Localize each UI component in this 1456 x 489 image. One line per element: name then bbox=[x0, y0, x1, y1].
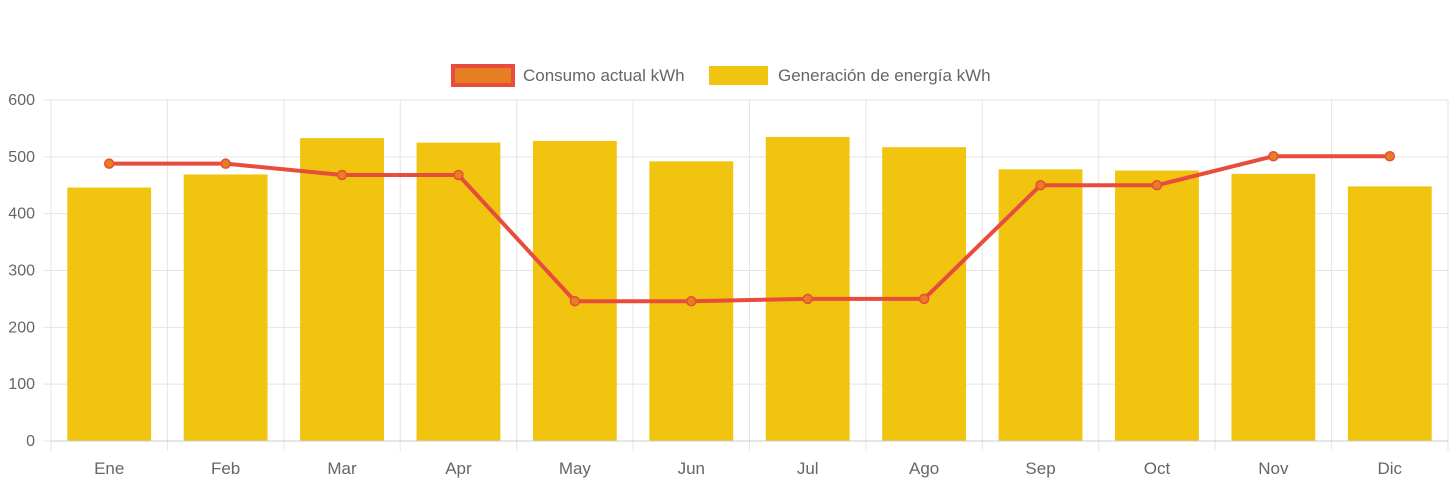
x-tick-label: Nov bbox=[1258, 459, 1289, 478]
bar-generacion[interactable] bbox=[532, 140, 617, 442]
legend-label-generacion[interactable]: Generación de energía kWh bbox=[778, 66, 991, 85]
bar-generacion[interactable] bbox=[1231, 173, 1316, 441]
y-tick-label: 200 bbox=[8, 319, 35, 336]
bar-generacion[interactable] bbox=[765, 136, 850, 442]
y-tick-label: 400 bbox=[8, 206, 35, 223]
y-tick-label: 500 bbox=[8, 149, 35, 166]
legend: Consumo actual kWh Generación de energía … bbox=[451, 64, 991, 87]
point-consumo[interactable] bbox=[918, 293, 930, 305]
point-consumo[interactable] bbox=[1268, 151, 1279, 162]
y-tick-label: 600 bbox=[8, 92, 35, 109]
point-consumo[interactable] bbox=[1384, 151, 1396, 162]
y-tick-label: 100 bbox=[8, 376, 35, 393]
y-tick-label: 300 bbox=[8, 263, 35, 280]
x-tick-label: May bbox=[559, 459, 592, 478]
x-tick-label: Dic bbox=[1378, 459, 1403, 478]
point-consumo[interactable] bbox=[453, 169, 464, 181]
grid bbox=[43, 99, 1449, 451]
point-consumo[interactable] bbox=[1151, 180, 1163, 191]
x-tick-label: Apr bbox=[445, 459, 472, 478]
bar-generacion[interactable] bbox=[67, 187, 152, 441]
point-consumo[interactable] bbox=[802, 293, 813, 305]
axes: 0 100 200 300 400 500 600 Ene Feb Mar Apr May Jun Jul… bbox=[8, 92, 1448, 478]
x-tick-label: Jun bbox=[678, 459, 705, 478]
point-consumo[interactable] bbox=[103, 158, 115, 169]
y-tick-label: 0 bbox=[26, 433, 35, 450]
x-tick-label: Mar bbox=[327, 459, 357, 478]
point-consumo[interactable] bbox=[1035, 180, 1046, 191]
legend-label-consumo[interactable]: Consumo actual kWh bbox=[523, 66, 685, 85]
point-consumo[interactable] bbox=[336, 169, 348, 181]
line-series bbox=[103, 151, 1396, 307]
line-consumo bbox=[109, 154, 1390, 304]
x-tick-label: Sep bbox=[1025, 459, 1055, 478]
bar-generacion[interactable] bbox=[1347, 186, 1432, 441]
bar-generacion[interactable] bbox=[998, 169, 1083, 441]
legend-swatch-consumo[interactable] bbox=[451, 64, 515, 87]
bar-generacion[interactable] bbox=[416, 142, 501, 441]
x-tick-label: Ago bbox=[909, 459, 939, 478]
bar-series bbox=[67, 136, 1432, 442]
bar-generacion[interactable] bbox=[300, 138, 384, 441]
bar-generacion[interactable] bbox=[1115, 170, 1199, 441]
point-consumo[interactable] bbox=[220, 158, 231, 169]
point-consumo[interactable] bbox=[569, 295, 581, 307]
legend-swatch-generacion[interactable] bbox=[709, 66, 768, 85]
x-tick-label: Oct bbox=[1144, 459, 1171, 478]
bar-generacion[interactable] bbox=[183, 174, 268, 441]
x-tick-label: Feb bbox=[211, 459, 240, 478]
point-consumo[interactable] bbox=[686, 295, 697, 307]
x-tick-label: Ene bbox=[94, 459, 124, 478]
x-tick-label: Jul bbox=[797, 459, 819, 478]
